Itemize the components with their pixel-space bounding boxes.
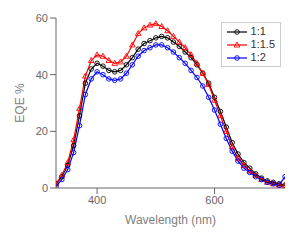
- svg-text:20: 20: [36, 125, 48, 137]
- html-text:1:1.5: 1:1.5: [250, 38, 275, 50]
- svg-text:0: 0: [42, 182, 48, 194]
- svg-text:60: 60: [36, 12, 48, 24]
- svg-text:EQE %: EQE %: [13, 83, 27, 123]
- svg-text:400: 400: [88, 194, 106, 206]
- svg-text:600: 600: [205, 194, 223, 206]
- html-text:1:1: 1:1: [250, 25, 266, 37]
- svg-text:Wavelength (nm): Wavelength (nm): [125, 213, 216, 227]
- svg-text:40: 40: [36, 69, 48, 81]
- html-text:1:2: 1:2: [250, 51, 266, 63]
